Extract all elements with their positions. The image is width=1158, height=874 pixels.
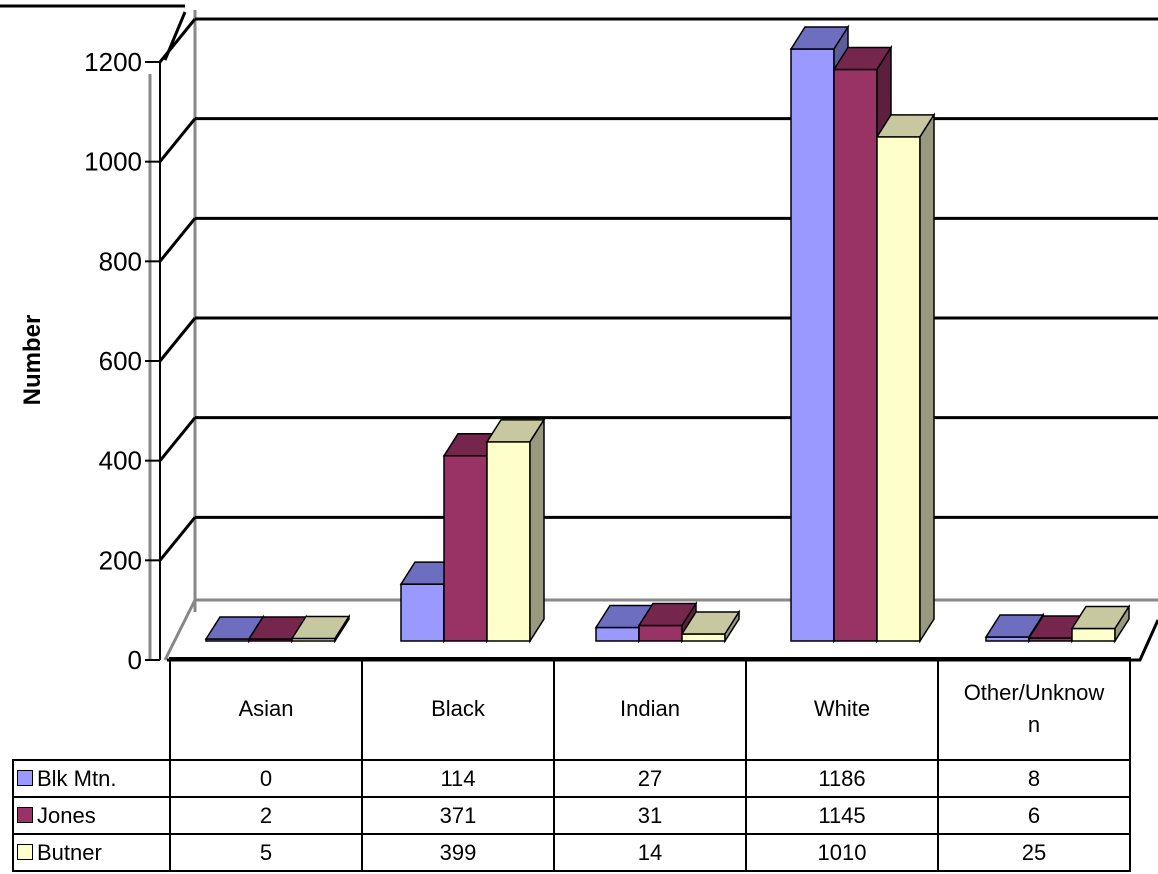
bar-front [444, 456, 487, 641]
bar-front [682, 634, 725, 641]
gridline-slant [160, 218, 195, 261]
table-cell: 1145 [746, 797, 938, 834]
gridline-slant [160, 517, 195, 560]
category-label: Black [362, 658, 554, 760]
table-cell: 6 [938, 797, 1130, 834]
table-cell: 25 [938, 834, 1130, 871]
category-label: White [746, 658, 938, 760]
legend-swatch [17, 807, 33, 823]
y-axis-label: Number [19, 315, 46, 406]
gridlines [160, 19, 1158, 560]
table-cell: 5 [170, 834, 362, 871]
category-label: Asian [170, 658, 362, 760]
table-cell: 31 [554, 797, 746, 834]
y-tick-label: 800 [99, 246, 142, 276]
y-tick-label: 200 [99, 545, 142, 575]
bar-front [401, 584, 444, 641]
table-row: Blk Mtn. 0 114 27 1186 8 [13, 760, 1130, 797]
table-cell: 371 [362, 797, 554, 834]
gridline-slant [160, 318, 195, 361]
legend-entry: Butner [13, 834, 170, 871]
y-tick-label: 1200 [84, 47, 142, 77]
y-tick-label: 600 [99, 346, 142, 376]
table-row: Jones 2 371 31 1145 6 [13, 797, 1130, 834]
category-label: Other/Unknow n [938, 658, 1130, 760]
table-cell: 8 [938, 760, 1130, 797]
gridline-slant [160, 19, 195, 62]
bar-front [596, 628, 639, 641]
bar-side [920, 115, 934, 641]
legend-entry: Jones [13, 797, 170, 834]
bar-front [791, 49, 834, 641]
bar-front [877, 137, 920, 641]
gridline-slant [160, 418, 195, 461]
legend-swatch [17, 844, 33, 860]
chart-walls [0, 6, 1158, 660]
wall-edge [150, 10, 195, 660]
table-cell: 14 [554, 834, 746, 871]
data-table: Asian Black Indian White Other/Unknow n Blk M… [12, 657, 1131, 872]
y-tick-label: 400 [99, 446, 142, 476]
table-cell: 0 [170, 760, 362, 797]
bar-front [487, 442, 530, 641]
bar-front [834, 69, 877, 641]
bar-front [1072, 629, 1115, 641]
table-cell: 1186 [746, 760, 938, 797]
legend-swatch [17, 770, 33, 786]
category-label: Indian [554, 658, 746, 760]
data-table-wrap: Asian Black Indian White Other/Unknow n Blk M… [12, 657, 1131, 872]
table-cell: 399 [362, 834, 554, 871]
table-row: Butner 5 399 14 1010 25 [13, 834, 1130, 871]
gridline-slant [160, 119, 195, 162]
table-cell: 27 [554, 760, 746, 797]
y-tick-label: 1000 [84, 147, 142, 177]
bar-side [530, 420, 544, 641]
table-cell: 114 [362, 760, 554, 797]
legend-entry: Blk Mtn. [13, 760, 170, 797]
category-row: Asian Black Indian White Other/Unknow n [13, 658, 1130, 760]
table-cell: 2 [170, 797, 362, 834]
table-cell: 1010 [746, 834, 938, 871]
table-corner [13, 658, 170, 760]
bar-front [639, 626, 682, 641]
